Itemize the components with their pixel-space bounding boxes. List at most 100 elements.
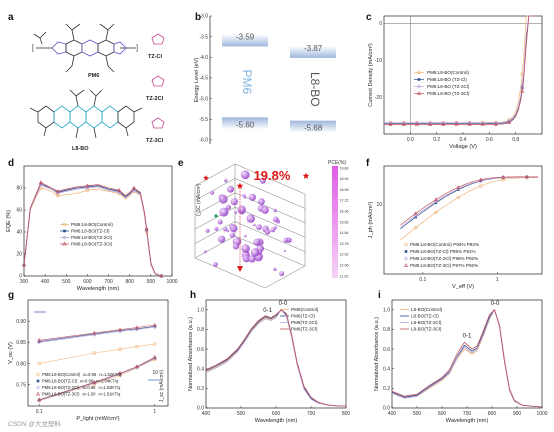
g-voc-line xyxy=(39,326,155,343)
g-jsc-point xyxy=(152,355,157,359)
h-series-line xyxy=(205,309,346,407)
g-voc-point xyxy=(92,351,97,355)
g-legend-marker xyxy=(35,391,41,396)
watermark-text: CSDN @大龙塑料 xyxy=(8,419,61,428)
b-lumo-bar xyxy=(222,34,268,47)
e-scatter-point xyxy=(273,208,277,213)
e-z-axis-label: I_SC (mA/cm²) xyxy=(196,183,202,216)
b-homo-value: -5.60 xyxy=(236,120,255,129)
e-scatter-point xyxy=(225,204,231,210)
molecule-tzcl-label: TZ-Cl xyxy=(148,54,163,60)
c-series-point xyxy=(520,89,525,93)
c-series-line xyxy=(384,15,535,125)
h-xtick-label: 700 xyxy=(307,411,316,417)
molecule-tzcl-drawing xyxy=(151,33,165,129)
l8bo-absorbance-chart: 400 500 600 700 800 900 1000 0.0 0.2 0.4 0.6 0.8 1.0… xyxy=(374,299,548,424)
i-peak-label: 0-0 xyxy=(491,301,500,307)
e-scatter-point xyxy=(241,244,250,253)
e-scatter-point xyxy=(264,229,271,235)
e-grid-line xyxy=(234,192,306,224)
g-legend-n: n=1.04KT/q xyxy=(96,379,118,384)
b-ytick-label: -4.0 xyxy=(199,55,208,61)
i-xtick-label: 500 xyxy=(413,411,422,417)
b-lumo-bar xyxy=(290,45,336,58)
e-scatter-point xyxy=(253,238,261,246)
d-xtick-label: 800 xyxy=(126,279,135,285)
panel-label-e: e xyxy=(178,158,184,169)
svg-text:]: ] xyxy=(136,45,138,52)
d-ytick-label: 0 xyxy=(19,274,22,280)
e-edge xyxy=(234,163,306,195)
d-series-point xyxy=(117,190,122,195)
d-legend-marker xyxy=(62,222,67,227)
h-series-line xyxy=(205,309,346,407)
d-legend-marker xyxy=(62,235,67,240)
c-series-point xyxy=(507,120,511,123)
d-series-point xyxy=(85,185,90,191)
e-scatter-point xyxy=(246,214,255,223)
e-scatter-point xyxy=(258,198,265,206)
i-xtick-label: 600 xyxy=(438,411,447,417)
e-scatter-point xyxy=(248,255,256,263)
h-ytick-label: 0.0 xyxy=(197,406,204,412)
d-ytick-label: 80 xyxy=(16,186,22,192)
e-colorbar-tick: 13.78 xyxy=(340,242,349,246)
d-xtick-label: 600 xyxy=(83,279,92,285)
e-scatter-point xyxy=(217,219,223,225)
g-xtick-label: 0.1 xyxy=(36,409,43,415)
g-ytick-label: 0.85 xyxy=(16,340,26,346)
b-ytick-label: -5.5 xyxy=(199,117,208,123)
f-series-point xyxy=(434,210,438,215)
g-voc-point xyxy=(135,344,139,349)
c-series-point xyxy=(389,122,392,125)
c-legend-marker xyxy=(416,84,422,89)
f-legend-sep: P xyxy=(452,242,456,247)
b-homo-bar xyxy=(222,117,268,130)
h-xtick-label: 500 xyxy=(237,411,246,417)
g-frame xyxy=(27,299,169,407)
d-series-point xyxy=(55,189,60,193)
c-series-point xyxy=(467,122,472,126)
d-series-point xyxy=(21,262,27,267)
g-jsc-point xyxy=(118,372,122,376)
i-xtick-label: 900 xyxy=(513,411,522,417)
e-edge xyxy=(264,265,306,289)
d-series-point xyxy=(55,191,60,196)
f-legend-name: PM6:L8-BO(TZ-2Cl) xyxy=(410,256,452,261)
g-voc-point xyxy=(37,361,41,366)
c-xtick-label: 0.6 xyxy=(486,137,493,143)
i-ytick-label: 0.4 xyxy=(383,366,390,372)
d-ytick-label: 60 xyxy=(16,208,22,214)
i-x-axis-label: Wavelength (nm) xyxy=(446,418,489,424)
molecule-tz2cl-label: TZ-2Cl xyxy=(146,96,164,102)
molecule-tz3cl-label: TZ-3Cl xyxy=(146,138,164,144)
g-legend-label: PM6:L8-BO(TZ-Cl) α=0.98 n=1.04KT/q xyxy=(42,379,119,384)
f-series-line xyxy=(400,176,539,230)
h-peak-label: 0-1 xyxy=(263,308,272,314)
e-scatter-point xyxy=(213,262,218,267)
c-series-point xyxy=(415,122,419,125)
energy-level-chart: -3.0 -3.5 -4.0 -4.5 -5.0 -5.5 -6.0 Energy Level… xyxy=(194,14,336,144)
g-voc-point xyxy=(152,322,157,327)
g-right-y-label: J_sc (mA/cm²) xyxy=(159,370,165,403)
panel-label-b: b xyxy=(195,12,201,23)
e-scatter-point xyxy=(229,224,238,233)
h-ytick-label: 0.8 xyxy=(197,327,204,333)
e-colorbar-tick: 12.92 xyxy=(340,253,349,257)
d-series-point xyxy=(117,187,122,192)
e-scatter-point xyxy=(229,232,235,238)
e-scatter-point xyxy=(253,223,256,227)
c-series-point xyxy=(455,122,458,125)
e-colorbar-tick: 11.20 xyxy=(340,274,349,278)
i-xtick-label: 1000 xyxy=(536,411,547,417)
d-series-point xyxy=(131,185,136,190)
f-series-point xyxy=(456,195,461,200)
g-y-axis-label: V_oc (V) xyxy=(8,342,14,364)
e-axis-x xyxy=(234,235,306,267)
h-y-axis-label: Normalized Absorbance (a.u.) xyxy=(188,317,194,391)
g-jsc-line xyxy=(39,356,155,400)
i-peak-label: 0-1 xyxy=(463,333,472,339)
c-ytick-label: -10 xyxy=(375,58,382,64)
d-series-point xyxy=(21,262,27,268)
